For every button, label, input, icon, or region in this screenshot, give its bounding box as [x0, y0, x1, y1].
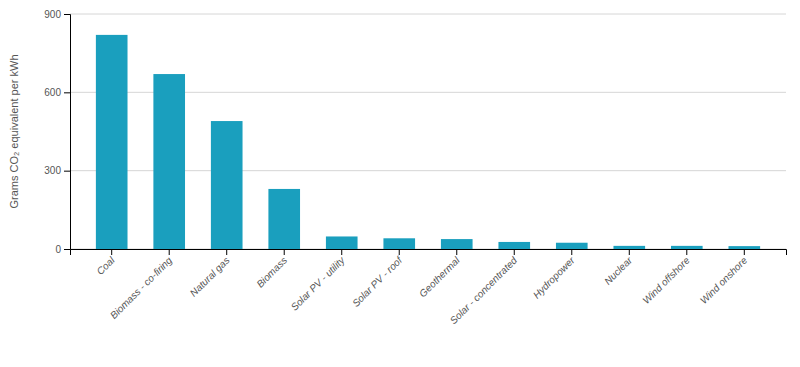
x-tick-label: Biomass	[254, 255, 289, 290]
bar	[613, 246, 645, 249]
x-tick-mark	[226, 249, 227, 255]
x-tick-label: Geothermal	[417, 254, 462, 299]
x-tick-label: Coal	[94, 254, 117, 277]
y-tick-mark	[64, 249, 70, 250]
x-tick-label: Natural gas	[188, 255, 232, 299]
x-tick-mark	[341, 249, 342, 255]
y-tick-label: 600	[44, 87, 61, 98]
bar	[153, 74, 185, 249]
x-tick: Nuclear	[602, 249, 635, 287]
bar	[671, 246, 703, 249]
bar	[326, 236, 358, 249]
x-tick: Biomass	[254, 249, 289, 290]
y-axis-title: Grams CO₂ equivalent per kWh	[8, 54, 20, 208]
x-axis: CoalBiomass - co-firing Natural gas Biomas…	[71, 249, 787, 326]
y-tick: 600	[44, 87, 70, 98]
x-tick-mark	[284, 249, 285, 255]
grid-line	[70, 14, 786, 15]
y-tick-label: 0	[55, 244, 61, 255]
x-tick-mark	[744, 249, 745, 255]
plot: CoalBiomass - co-firing Natural gas Biomas…	[44, 9, 786, 326]
x-axis-line	[71, 250, 787, 256]
x-tick: Natural gas	[188, 249, 232, 299]
x-tick-label: Biomass - co-firing	[108, 254, 175, 321]
x-tick: Solar - concentrated	[448, 249, 520, 326]
y-tick-mark	[64, 171, 70, 172]
x-tick-mark	[111, 249, 112, 255]
y-tick-mark	[64, 14, 70, 15]
y-axis-line	[64, 15, 71, 250]
y-tick-mark	[64, 92, 70, 93]
x-tick-label: Solar - concentrated	[448, 254, 520, 326]
x-tick-label: Hydropower	[531, 254, 577, 300]
bar	[556, 243, 588, 249]
y-tick: 300	[44, 165, 70, 176]
bar	[96, 35, 128, 249]
x-tick: Solar PV - roof	[350, 249, 405, 309]
chart: CoalBiomass - co-firing Natural gas Biomas…	[0, 0, 800, 367]
x-tick-label: Nuclear	[602, 254, 635, 287]
x-tick-label: Solar PV - roof	[350, 254, 405, 309]
x-tick-mark	[514, 249, 515, 255]
x-tick: Solar PV - utility	[289, 249, 348, 313]
x-tick-mark	[686, 249, 687, 255]
x-tick: Geothermal	[417, 249, 462, 299]
x-tick: Coal	[94, 249, 117, 277]
x-tick: Wind onshore	[698, 249, 750, 306]
y-tick: 0	[55, 244, 70, 255]
bar	[441, 239, 473, 249]
bar	[498, 242, 530, 249]
y-axis: 0 300 600 900	[44, 9, 70, 255]
x-tick-label: Wind offshore	[640, 254, 692, 306]
y-tick: 900	[44, 9, 70, 20]
y-tick-label: 300	[44, 165, 61, 176]
bars	[96, 35, 760, 249]
x-tick-label: Solar PV - utility	[289, 254, 348, 313]
x-tick-mark	[629, 249, 630, 255]
x-tick-mark	[399, 249, 400, 255]
x-tick-mark	[456, 249, 457, 255]
x-tick-mark	[571, 249, 572, 255]
bar	[211, 121, 243, 249]
x-tick: Biomass - co-firing	[108, 249, 175, 321]
bar	[268, 189, 300, 249]
x-tick-label: Wind onshore	[698, 254, 750, 306]
x-tick-mark	[169, 249, 170, 255]
y-tick-label: 900	[44, 9, 61, 20]
x-tick: Hydropower	[531, 249, 577, 301]
grid	[70, 14, 786, 249]
bar	[383, 238, 415, 249]
bar	[728, 246, 760, 249]
x-tick: Wind offshore	[640, 249, 692, 306]
